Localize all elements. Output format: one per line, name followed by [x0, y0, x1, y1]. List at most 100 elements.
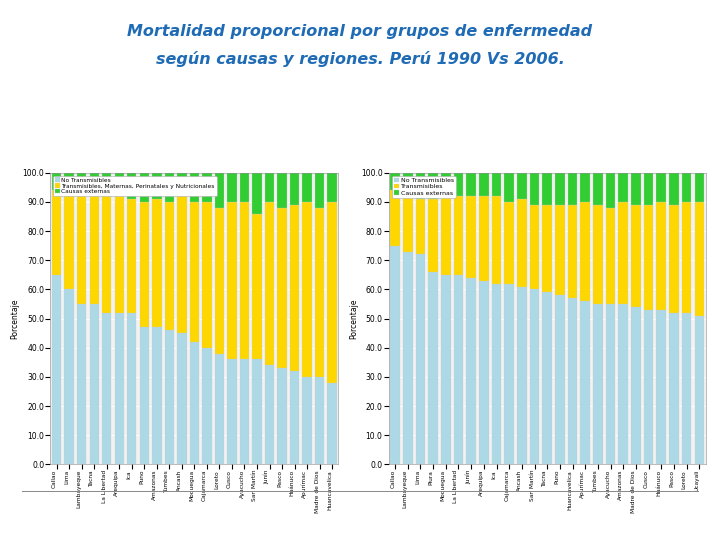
Bar [102, 313, 112, 464]
Bar [517, 199, 526, 287]
Bar [593, 304, 603, 464]
Bar [618, 304, 628, 464]
Bar [127, 173, 137, 199]
Bar [669, 205, 679, 313]
Bar [505, 284, 514, 464]
Bar [228, 360, 237, 464]
Bar [415, 254, 426, 464]
Bar [165, 330, 174, 464]
Bar [657, 310, 666, 464]
Bar [682, 202, 691, 313]
Bar [428, 173, 438, 199]
Bar [606, 304, 616, 464]
Bar [114, 173, 124, 196]
Bar [530, 173, 539, 205]
Bar [89, 193, 99, 304]
Bar [65, 173, 74, 190]
Bar [568, 173, 577, 205]
Bar [492, 173, 501, 196]
Bar [542, 292, 552, 464]
Bar [403, 252, 413, 464]
Bar [695, 202, 704, 316]
Text: Mortalidad proporcional por grupos de enfermedad: Mortalidad proporcional por grupos de en… [127, 24, 593, 39]
Bar [102, 173, 112, 196]
Bar [415, 173, 426, 199]
Bar [568, 298, 577, 464]
Bar [390, 173, 400, 190]
Bar [403, 173, 413, 190]
Bar [644, 205, 653, 310]
Bar [580, 301, 590, 464]
Bar [77, 196, 86, 304]
Bar [505, 202, 514, 284]
Bar [454, 196, 463, 275]
Bar [568, 205, 577, 298]
Bar [517, 173, 526, 199]
Bar [644, 310, 653, 464]
Bar [479, 196, 489, 281]
Bar [479, 173, 489, 196]
Bar [315, 173, 324, 208]
Bar [454, 275, 463, 464]
Y-axis label: Porcentaje: Porcentaje [11, 298, 19, 339]
Bar [428, 272, 438, 464]
Bar [328, 202, 337, 383]
Bar [189, 342, 199, 464]
Bar [682, 313, 691, 464]
Bar [454, 173, 463, 196]
Bar [390, 190, 400, 246]
Bar [492, 196, 501, 284]
Bar [52, 190, 61, 275]
Bar [252, 360, 261, 464]
Bar [580, 202, 590, 301]
Bar [240, 202, 249, 360]
Bar [240, 173, 249, 202]
Bar [202, 202, 212, 348]
Bar [165, 173, 174, 202]
Bar [114, 196, 124, 313]
Bar [228, 202, 237, 360]
Bar [302, 202, 312, 377]
Bar [555, 295, 564, 464]
Bar [315, 208, 324, 377]
Bar [479, 281, 489, 464]
Bar [682, 173, 691, 202]
Bar [165, 202, 174, 330]
Bar [265, 173, 274, 202]
Bar [252, 214, 261, 360]
Bar [127, 199, 137, 313]
Bar [152, 199, 161, 327]
Bar [215, 173, 224, 208]
Bar [127, 313, 137, 464]
Legend: No Transmisibles, Transmisibles, Causas externas: No Transmisibles, Transmisibles, Causas … [392, 176, 456, 198]
Bar [202, 173, 212, 202]
Bar [441, 275, 451, 464]
Bar [657, 202, 666, 310]
Bar [517, 287, 526, 464]
Bar [215, 208, 224, 354]
Bar [77, 173, 86, 196]
Bar [315, 377, 324, 464]
Bar [52, 173, 61, 190]
Bar [644, 173, 653, 205]
Bar [202, 348, 212, 464]
Bar [593, 205, 603, 304]
Bar [467, 278, 476, 464]
Bar [252, 173, 261, 214]
Y-axis label: Porcentaje: Porcentaje [349, 298, 358, 339]
Bar [152, 327, 161, 464]
Bar [140, 173, 149, 202]
Bar [89, 304, 99, 464]
Bar [140, 327, 149, 464]
Bar [189, 173, 199, 202]
Bar [618, 202, 628, 304]
Bar [669, 173, 679, 205]
Bar [580, 173, 590, 202]
Bar [492, 284, 501, 464]
Bar [89, 173, 99, 193]
Bar [555, 173, 564, 205]
Bar [441, 173, 451, 196]
Bar [302, 377, 312, 464]
Bar [290, 371, 300, 464]
Bar [65, 289, 74, 464]
